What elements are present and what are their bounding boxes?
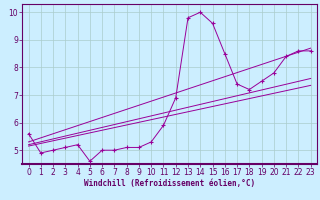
X-axis label: Windchill (Refroidissement éolien,°C): Windchill (Refroidissement éolien,°C) xyxy=(84,179,255,188)
